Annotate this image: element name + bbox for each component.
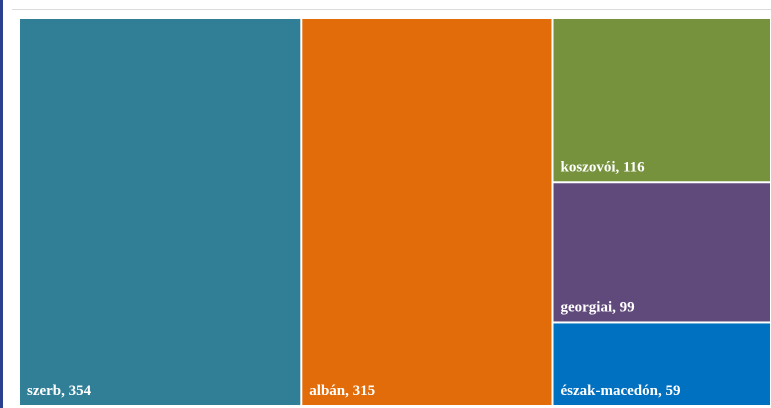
tile-alban: albán, 315 xyxy=(302,19,552,405)
tile-label-eszak-macedon: észak-macedón, 59 xyxy=(560,383,680,399)
tile-koszovoi: koszovói, 116 xyxy=(553,19,770,182)
tile-label-georgiai: georgiai, 99 xyxy=(560,299,634,315)
tile-eszak-macedon: észak-macedón, 59 xyxy=(553,323,770,405)
tile-rect-alban xyxy=(302,19,552,405)
tile-rect-koszovoi xyxy=(553,19,770,182)
left-border xyxy=(0,0,3,408)
tile-rect-szerb xyxy=(20,19,301,405)
tile-rect-georgiai xyxy=(553,183,770,322)
tile-rect-eszak-macedon xyxy=(553,323,770,405)
tile-label-alban: albán, 315 xyxy=(309,383,375,399)
tile-label-szerb: szerb, 354 xyxy=(27,383,92,399)
tile-szerb: szerb, 354 xyxy=(20,19,301,405)
tile-georgiai: georgiai, 99 xyxy=(553,183,770,322)
tile-label-koszovoi: koszovói, 116 xyxy=(560,159,645,175)
